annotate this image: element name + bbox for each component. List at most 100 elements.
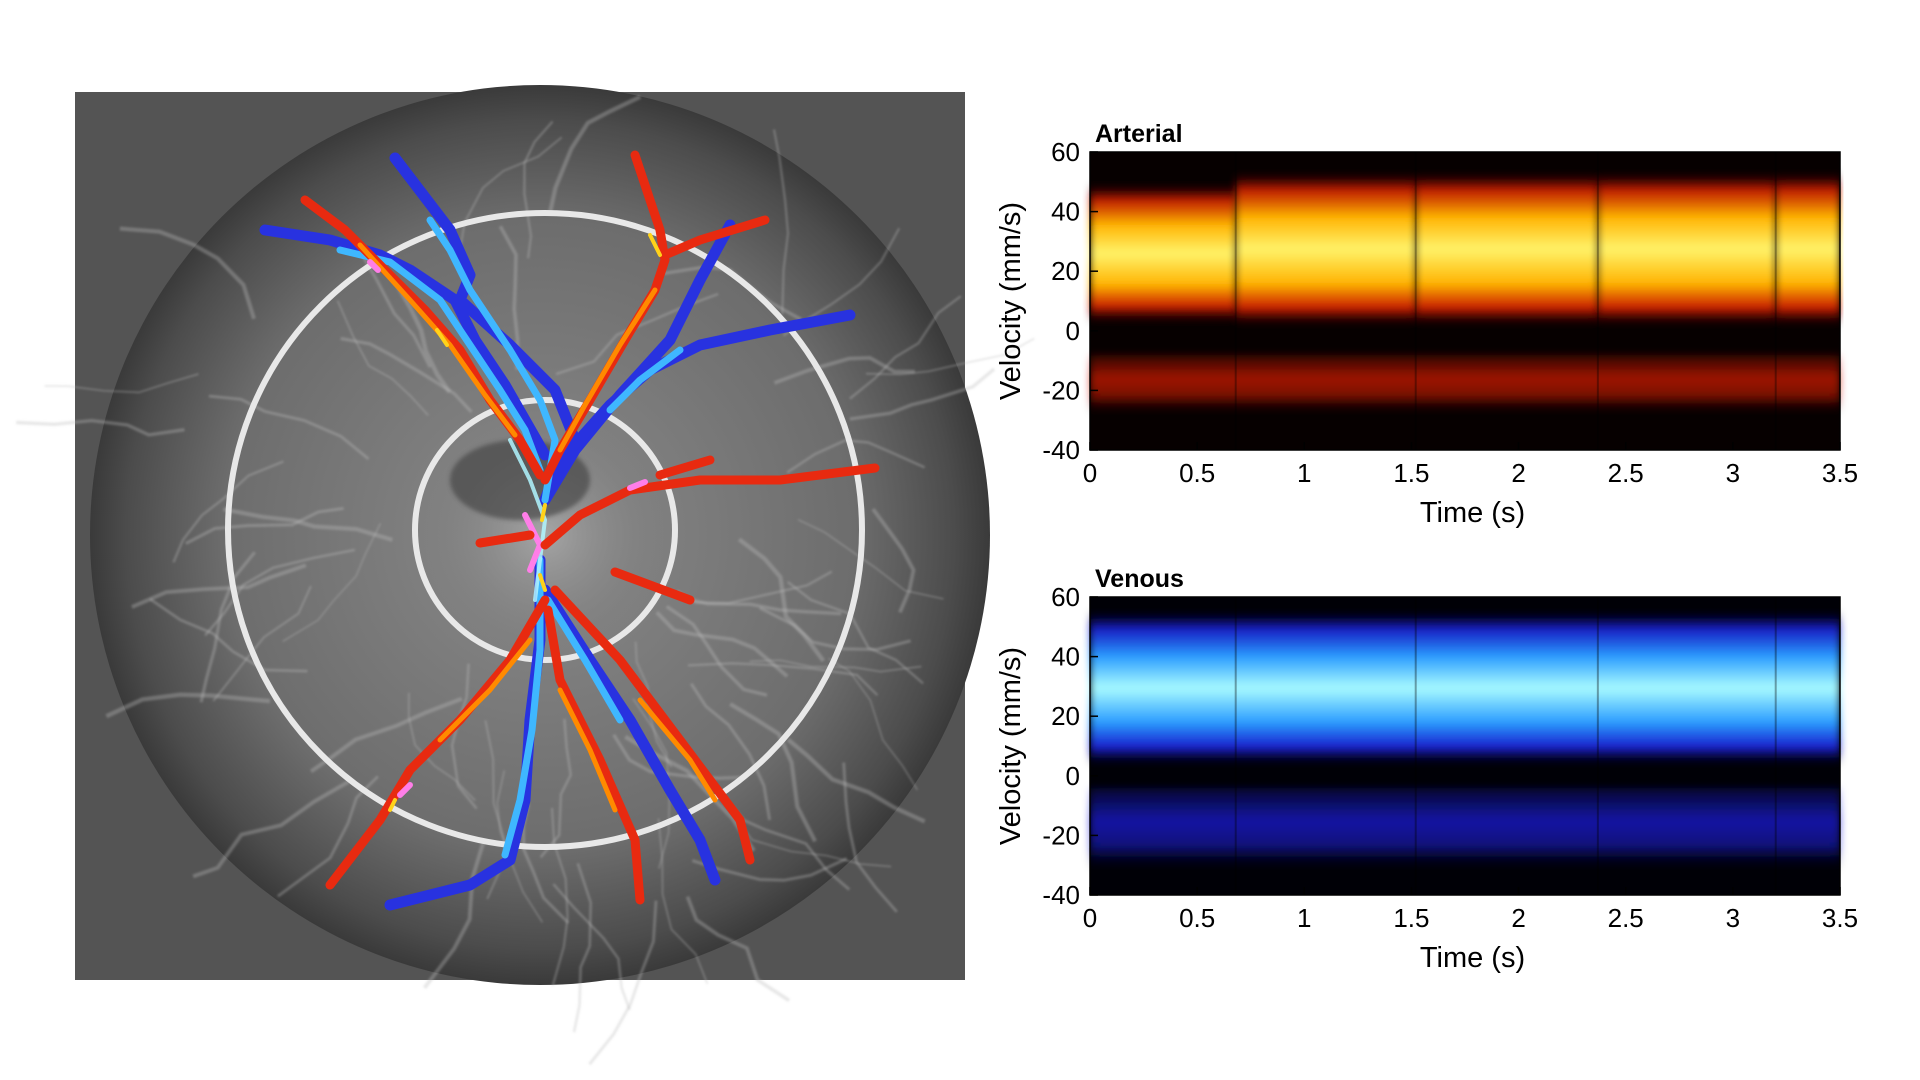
texture-vessel bbox=[773, 355, 915, 385]
x-tick-label: 1.5 bbox=[1393, 458, 1429, 488]
artery-overlay bbox=[300, 150, 880, 905]
vein-overlay bbox=[259, 152, 856, 911]
y-tick-label: -20 bbox=[1042, 820, 1080, 850]
x-tick-label: 3 bbox=[1726, 903, 1740, 933]
velocity-band-segment bbox=[1415, 170, 1598, 328]
texture-vessel bbox=[44, 373, 199, 394]
y-tick-label: 60 bbox=[1051, 582, 1080, 612]
texture-vessel bbox=[422, 841, 486, 989]
x-tick-label: 0.5 bbox=[1179, 903, 1215, 933]
outer-ring bbox=[225, 210, 865, 850]
y-tick-label: 40 bbox=[1051, 642, 1080, 672]
texture-vessel bbox=[119, 226, 256, 320]
texture-vessel bbox=[849, 295, 962, 400]
x-tick-label: 0.5 bbox=[1179, 458, 1215, 488]
x-tick-label: 3.5 bbox=[1822, 458, 1858, 488]
texture-vessel bbox=[547, 95, 642, 215]
x-tick-label: 2.5 bbox=[1608, 903, 1644, 933]
y-tick-label: 60 bbox=[1051, 137, 1080, 167]
texture-vessel bbox=[689, 682, 772, 821]
texture-vessel bbox=[572, 862, 593, 1033]
x-tick-label: 0 bbox=[1083, 903, 1097, 933]
chart-title: Venous bbox=[1095, 565, 1184, 593]
x-tick-label: 0 bbox=[1083, 458, 1097, 488]
texture-vessel bbox=[797, 518, 944, 600]
y-tick-label: 20 bbox=[1051, 256, 1080, 286]
texture-vessel bbox=[733, 814, 892, 868]
texture-vessel bbox=[786, 580, 924, 685]
y-axis-label: Velocity (mm/s) bbox=[995, 202, 1027, 400]
texture-vessel bbox=[277, 775, 379, 898]
texture-vessel bbox=[772, 129, 790, 315]
texture-vessel bbox=[737, 537, 826, 663]
texture-vessel bbox=[172, 460, 284, 563]
y-tick-label: -20 bbox=[1042, 375, 1080, 405]
retina-image bbox=[16, 85, 1035, 1066]
negative-velocity-band bbox=[1090, 787, 1840, 872]
x-tick-label: 1.5 bbox=[1393, 903, 1429, 933]
y-axis-label: Velocity (mm/s) bbox=[995, 647, 1027, 845]
texture-vessel bbox=[523, 120, 554, 259]
negative-velocity-band bbox=[1090, 354, 1840, 415]
texture-vessel bbox=[450, 663, 478, 810]
texture-vessel bbox=[849, 367, 996, 421]
velocity-band-segment bbox=[1235, 170, 1416, 328]
x-axis-label: Time (s) bbox=[1420, 942, 1525, 974]
texture-vessel bbox=[786, 737, 926, 824]
texture-vessel bbox=[212, 585, 312, 702]
texture-vessel bbox=[612, 733, 747, 780]
texture-vessel bbox=[681, 595, 842, 616]
x-tick-label: 3 bbox=[1726, 458, 1740, 488]
velocity-band-segment bbox=[1090, 182, 1236, 325]
texture-vessel bbox=[865, 337, 1035, 376]
plot-frame bbox=[1089, 151, 1841, 451]
texture-vessel bbox=[665, 605, 768, 697]
texture-vessel bbox=[457, 136, 563, 262]
texture-vessel bbox=[842, 762, 898, 913]
texture-vessel bbox=[390, 275, 452, 394]
texture-vessel bbox=[131, 563, 307, 609]
texture-vessel bbox=[685, 895, 791, 1003]
texture-vessel bbox=[588, 900, 658, 1066]
texture-vessel bbox=[657, 818, 709, 985]
y-tick-label: 40 bbox=[1051, 197, 1080, 227]
texture-vessel bbox=[340, 336, 473, 414]
texture-vessel bbox=[655, 610, 789, 678]
texture-vessel bbox=[192, 779, 351, 879]
x-tick-label: 1 bbox=[1297, 903, 1311, 933]
texture-vessel bbox=[729, 702, 817, 843]
arterial-spectrogram: 0 0.5 1 1.5 2 2.5 3 3.5 60 40 20 0 -20 -40 Arterial Tim… bbox=[995, 120, 1858, 529]
texture-vessel bbox=[828, 657, 919, 791]
texture-vessel bbox=[222, 507, 394, 542]
texture-vessel bbox=[786, 439, 926, 474]
x-tick-label: 1 bbox=[1297, 458, 1311, 488]
y-tick-label: 20 bbox=[1051, 701, 1080, 731]
y-tick-label: -40 bbox=[1042, 435, 1080, 465]
texture-vessel bbox=[208, 394, 370, 461]
vessel-texture bbox=[16, 95, 1035, 1066]
x-tick-label: 2.5 bbox=[1608, 458, 1644, 488]
inner-ring bbox=[412, 397, 678, 663]
velocity-band-segment bbox=[1597, 170, 1776, 328]
velocity-band-segment bbox=[1090, 609, 1840, 767]
y-tick-label: 0 bbox=[1066, 316, 1080, 346]
venous-spectrogram: 0 0.5 1 1.5 2 2.5 3 3.5 60 40 20 0 -20 -40 Venous Time … bbox=[995, 565, 1858, 974]
texture-vessel bbox=[185, 506, 344, 545]
y-tick-label: 0 bbox=[1066, 761, 1080, 791]
x-tick-label: 3.5 bbox=[1822, 903, 1858, 933]
texture-vessel bbox=[199, 551, 256, 703]
plot-frame bbox=[1089, 596, 1841, 896]
velocity-band-segment bbox=[1775, 170, 1840, 328]
texture-vessel bbox=[282, 522, 382, 642]
texture-vessel bbox=[539, 718, 572, 859]
chart-title: Arterial bbox=[1095, 120, 1183, 148]
texture-vessel bbox=[687, 662, 879, 697]
texture-vessel bbox=[336, 300, 429, 416]
texture-vessel bbox=[871, 507, 916, 614]
texture-vessel bbox=[16, 418, 185, 437]
y-tick-label: -40 bbox=[1042, 880, 1080, 910]
texture-vessel bbox=[105, 692, 271, 719]
texture-vessel bbox=[204, 548, 356, 637]
texture-vessel bbox=[149, 597, 308, 673]
